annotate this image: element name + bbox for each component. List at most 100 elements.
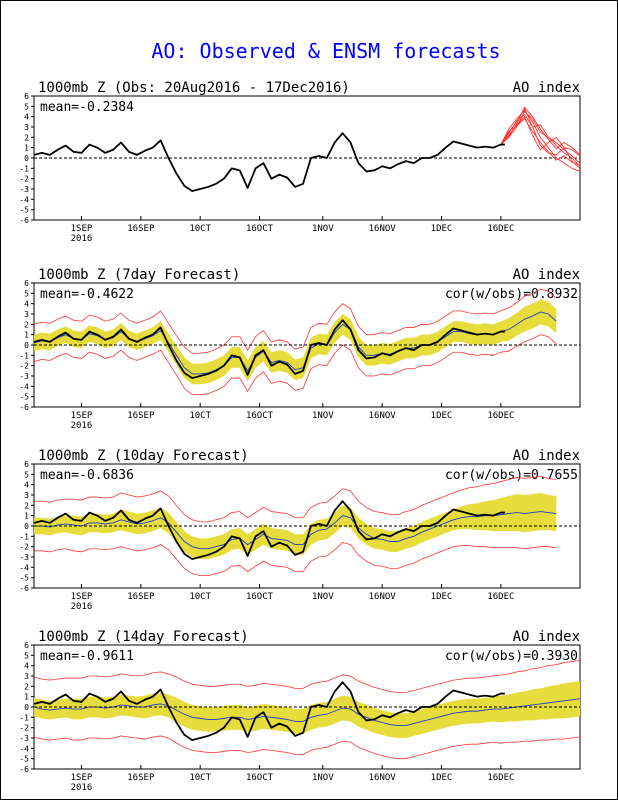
cor-label: cor(w/obs)=0.7655 bbox=[445, 468, 578, 483]
ensemble-member-line bbox=[500, 109, 581, 172]
x-tick-label: 16OCT bbox=[246, 592, 274, 602]
x-tick-label: 16OCT bbox=[246, 224, 274, 234]
x-tick-label: 16DEC bbox=[487, 224, 514, 234]
y-tick-label: -6 bbox=[19, 403, 29, 412]
ensemble-spread-band bbox=[34, 681, 580, 738]
y-tick-label: 2 bbox=[24, 320, 29, 329]
x-tick-label: 10CT bbox=[189, 773, 211, 783]
cor-label: cor(w/obs)=0.3930 bbox=[445, 649, 578, 664]
y-tick-label: 0 bbox=[24, 341, 29, 350]
x-tick-label: 16OCT bbox=[246, 411, 274, 421]
year-label: 2016 bbox=[71, 234, 93, 244]
ensemble-max-line bbox=[33, 660, 581, 693]
observed-ao-line bbox=[33, 132, 505, 192]
y-tick-label: -5 bbox=[19, 206, 29, 215]
y-tick-label: 6 bbox=[24, 460, 29, 469]
y-tick-label: 1 bbox=[24, 693, 29, 702]
y-tick-label: -4 bbox=[19, 744, 29, 753]
ensemble-mean-line bbox=[34, 511, 557, 550]
y-tick-label: 1 bbox=[24, 512, 29, 521]
y-tick-label: -6 bbox=[19, 584, 29, 593]
mean-label: mean=-0.6836 bbox=[40, 468, 134, 483]
y-tick-label: 1 bbox=[24, 144, 29, 153]
x-tick-label: 1NOV bbox=[312, 773, 334, 783]
observed-ao-line bbox=[33, 500, 505, 560]
ensemble-member-line bbox=[500, 118, 581, 166]
index-label: AO index bbox=[513, 448, 580, 464]
x-tick-label: 1DEC bbox=[431, 592, 453, 602]
y-tick-label: -2 bbox=[19, 724, 29, 733]
panels: 1000mb Z (Obs: 20Aug2016 - 17Dec2016) AO … bbox=[19, 80, 581, 793]
y-tick-label: 6 bbox=[24, 641, 29, 650]
mean-label: mean=-0.9611 bbox=[40, 649, 134, 664]
y-tick-label: 2 bbox=[24, 501, 29, 510]
cor-label: cor(w/obs)=0.8932 bbox=[445, 287, 578, 302]
x-tick-label: 16DEC bbox=[487, 411, 514, 421]
y-tick-label: 0 bbox=[24, 154, 29, 163]
ensemble-max-line bbox=[34, 475, 557, 523]
y-tick-label: -1 bbox=[19, 164, 29, 173]
x-tick-label: 1SEP bbox=[71, 592, 93, 602]
y-tick-label: -3 bbox=[19, 185, 29, 194]
x-tick-label: 16DEC bbox=[487, 592, 514, 602]
ensemble-min-line bbox=[34, 542, 557, 576]
y-tick-label: 6 bbox=[24, 279, 29, 288]
y-tick-label: 3 bbox=[24, 672, 29, 681]
y-tick-label: -5 bbox=[19, 393, 29, 402]
y-tick-label: 4 bbox=[24, 113, 29, 122]
x-tick-label: 1DEC bbox=[431, 411, 453, 421]
y-tick-label: -2 bbox=[19, 543, 29, 552]
x-tick-label: 16OCT bbox=[246, 773, 274, 783]
y-tick-label: 6 bbox=[24, 92, 29, 101]
y-tick-label: 2 bbox=[24, 133, 29, 142]
y-tick-label: -4 bbox=[19, 563, 29, 572]
y-tick-label: -4 bbox=[19, 195, 29, 204]
x-tick-label: 1DEC bbox=[431, 773, 453, 783]
year-label: 2016 bbox=[71, 421, 93, 431]
x-tick-label: 16NOV bbox=[369, 224, 397, 234]
x-tick-label: 16SEP bbox=[127, 224, 155, 234]
index-label: AO index bbox=[513, 267, 580, 283]
y-tick-label: 2 bbox=[24, 682, 29, 691]
panel-4: 1000mb Z (14day Forecast) AO index mean=-0… bbox=[19, 629, 581, 793]
ensemble-max-line bbox=[33, 288, 557, 354]
panel-title: 1000mb Z (7day Forecast) bbox=[38, 267, 240, 283]
x-tick-label: 1NOV bbox=[312, 592, 334, 602]
ensemble-mean-line bbox=[33, 311, 557, 375]
y-tick-label: -6 bbox=[19, 216, 29, 225]
x-tick-label: 1NOV bbox=[312, 224, 334, 234]
ensemble-min-line bbox=[33, 735, 581, 760]
x-tick-label: 1DEC bbox=[431, 224, 453, 234]
panel-1: 1000mb Z (Obs: 20Aug2016 - 17Dec2016) AO … bbox=[19, 80, 581, 244]
x-tick-label: 1SEP bbox=[71, 411, 93, 421]
y-tick-label: 3 bbox=[24, 491, 29, 500]
y-tick-label: -3 bbox=[19, 372, 29, 381]
y-tick-label: 1 bbox=[24, 331, 29, 340]
mean-label: mean=-0.2384 bbox=[40, 100, 134, 115]
observed-ao-line bbox=[33, 681, 505, 741]
y-tick-label: 0 bbox=[24, 522, 29, 531]
x-tick-label: 1SEP bbox=[71, 224, 93, 234]
mean-label: mean=-0.4622 bbox=[40, 287, 134, 302]
index-label: AO index bbox=[513, 80, 580, 96]
y-tick-label: -2 bbox=[19, 362, 29, 371]
x-tick-label: 16SEP bbox=[127, 773, 155, 783]
x-tick-label: 1NOV bbox=[312, 411, 334, 421]
ensemble-member-line bbox=[500, 113, 581, 167]
panel-title: 1000mb Z (14day Forecast) bbox=[38, 629, 249, 645]
y-tick-label: 4 bbox=[24, 300, 29, 309]
y-tick-label: -3 bbox=[19, 734, 29, 743]
x-tick-label: 1SEP bbox=[71, 773, 93, 783]
panel-3: 1000mb Z (10day Forecast) AO index mean=-0… bbox=[19, 448, 581, 612]
figure-title: AO: Observed & ENSM forecasts bbox=[151, 39, 500, 63]
y-tick-label: -6 bbox=[19, 765, 29, 774]
index-label: AO index bbox=[513, 629, 580, 645]
y-tick-label: -4 bbox=[19, 382, 29, 391]
x-tick-label: 16SEP bbox=[127, 592, 155, 602]
y-tick-label: 5 bbox=[24, 289, 29, 298]
panel-2: 1000mb Z (7day Forecast) AO index mean=-0.… bbox=[19, 267, 581, 431]
year-label: 2016 bbox=[71, 602, 93, 612]
ensemble-min-line bbox=[33, 334, 557, 396]
